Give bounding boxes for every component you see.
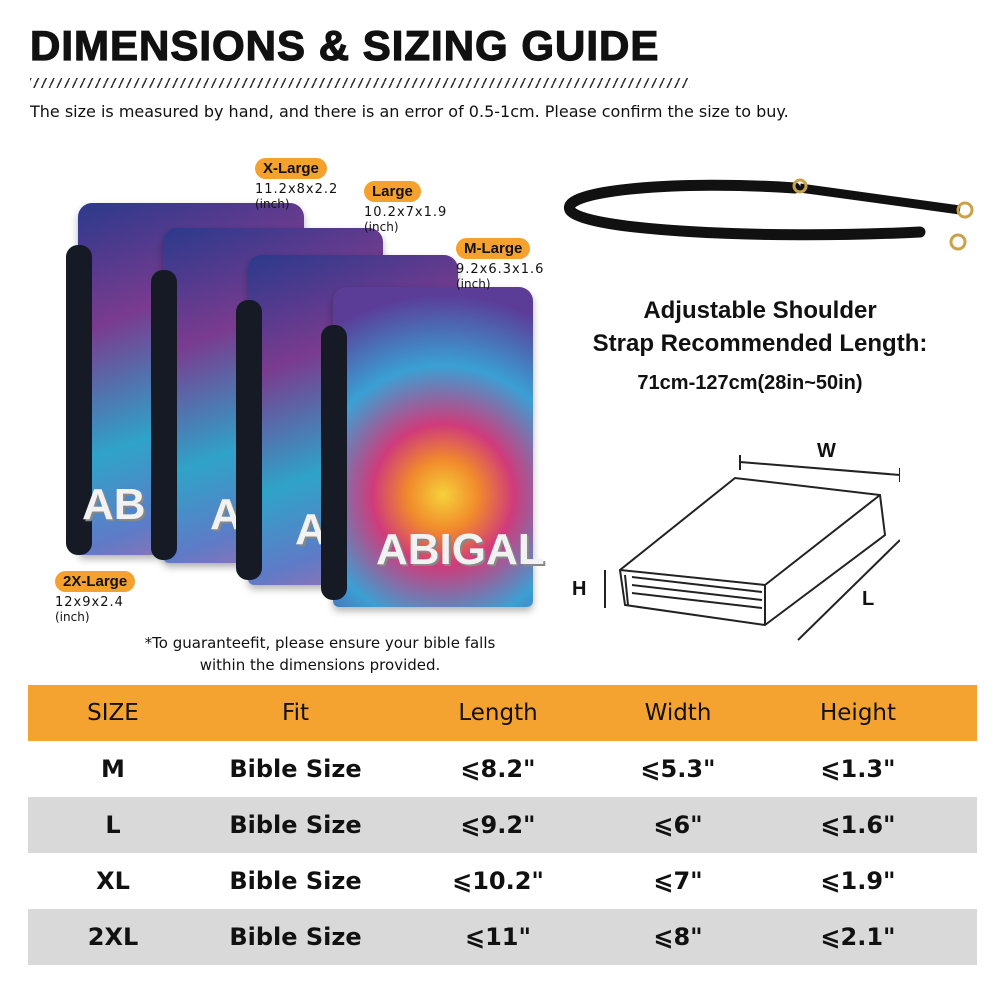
cell: ⩽9.2" <box>460 811 536 839</box>
subtitle: The size is measured by hand, and there … <box>30 102 789 121</box>
cell: L <box>105 811 121 839</box>
strap-line1: Adjustable Shoulder <box>643 297 877 324</box>
strap-line2: Strap Recommended Length: <box>592 330 928 357</box>
unit: (inch) <box>364 220 399 234</box>
table-header: SIZE Fit Length Width Height <box>28 685 977 741</box>
cell: Bible Size <box>229 867 362 895</box>
width-label: W <box>817 440 836 462</box>
cover-name: ABIGAL <box>376 525 545 574</box>
cell: ⩽11" <box>464 923 531 951</box>
bible-cover-m <box>333 287 533 607</box>
cell: ⩽1.6" <box>820 811 896 839</box>
strap-length: 71cm-127cm(28in~50in) <box>637 372 863 394</box>
col-height: Height <box>819 700 897 726</box>
size-label-m: M-Large 9.2x6.3x1.6 (inch) <box>456 238 544 292</box>
handle <box>66 245 92 555</box>
cell: ⩽1.3" <box>820 755 896 783</box>
dims: 10.2x7x1.9 <box>364 205 448 220</box>
size-label-xl: X-Large 11.2x8x2.2 (inch) <box>255 158 338 212</box>
dims: 9.2x6.3x1.6 <box>456 262 545 277</box>
handle <box>236 300 262 580</box>
cell: ⩽1.9" <box>820 867 896 895</box>
cell: Bible Size <box>229 811 362 839</box>
size-tag: M-Large <box>456 238 531 259</box>
cell: ⩽8.2" <box>460 755 536 783</box>
cell: Bible Size <box>229 923 362 951</box>
col-length: Length <box>458 700 538 726</box>
cell: Bible Size <box>229 755 362 783</box>
size-table: SIZE Fit Length Width Height M Bible Size… <box>28 685 977 965</box>
size-label-2xl: 2X-Large 12x9x2.4 (inch) <box>55 571 136 625</box>
height-label: H <box>572 578 587 600</box>
hatch-divider <box>30 78 690 88</box>
cell: ⩽5.3" <box>640 755 716 783</box>
handle <box>151 270 177 560</box>
table-row: M Bible Size ⩽8.2" ⩽5.3" ⩽1.3" <box>28 741 977 797</box>
col-width: Width <box>644 700 712 726</box>
cell: ⩽10.2" <box>452 867 544 895</box>
table-row: XL Bible Size ⩽10.2" ⩽7" ⩽1.9" <box>28 853 977 909</box>
size-tag: 2X-Large <box>55 571 136 592</box>
col-size: SIZE <box>87 700 139 726</box>
col-fit: Fit <box>282 700 309 726</box>
size-tag: Large <box>364 181 421 202</box>
cover-text: AB <box>82 480 146 529</box>
cell: ⩽7" <box>653 867 703 895</box>
table-row: 2XL Bible Size ⩽11" ⩽8" ⩽2.1" <box>28 909 977 965</box>
strap-heading: Adjustable Shoulder Strap Recommended Len… <box>580 294 940 360</box>
cell: 2XL <box>87 923 139 951</box>
cell: XL <box>96 867 130 895</box>
dims: 11.2x8x2.2 <box>255 182 339 197</box>
unit: (inch) <box>255 197 290 211</box>
handle <box>321 325 347 600</box>
book-dimension-diagram <box>604 455 900 641</box>
unit: (inch) <box>55 610 90 624</box>
shoulder-strap-image <box>564 178 974 251</box>
dims: 12x9x2.4 <box>55 595 124 610</box>
length-label: L <box>862 588 875 610</box>
size-label-l: Large 10.2x7x1.9 (inch) <box>364 181 447 235</box>
cell: ⩽6" <box>653 811 703 839</box>
cell: ⩽8" <box>653 923 703 951</box>
cell: ⩽2.1" <box>820 923 896 951</box>
size-tag: X-Large <box>255 158 327 179</box>
cell: M <box>101 755 125 783</box>
unit: (inch) <box>456 277 491 291</box>
table-row: L Bible Size ⩽9.2" ⩽6" ⩽1.6" <box>28 797 977 853</box>
fit-note: *To guaranteefit, please ensure your bib… <box>144 634 496 674</box>
page-title: DIMENSIONS & SIZING GUIDE <box>29 21 660 69</box>
